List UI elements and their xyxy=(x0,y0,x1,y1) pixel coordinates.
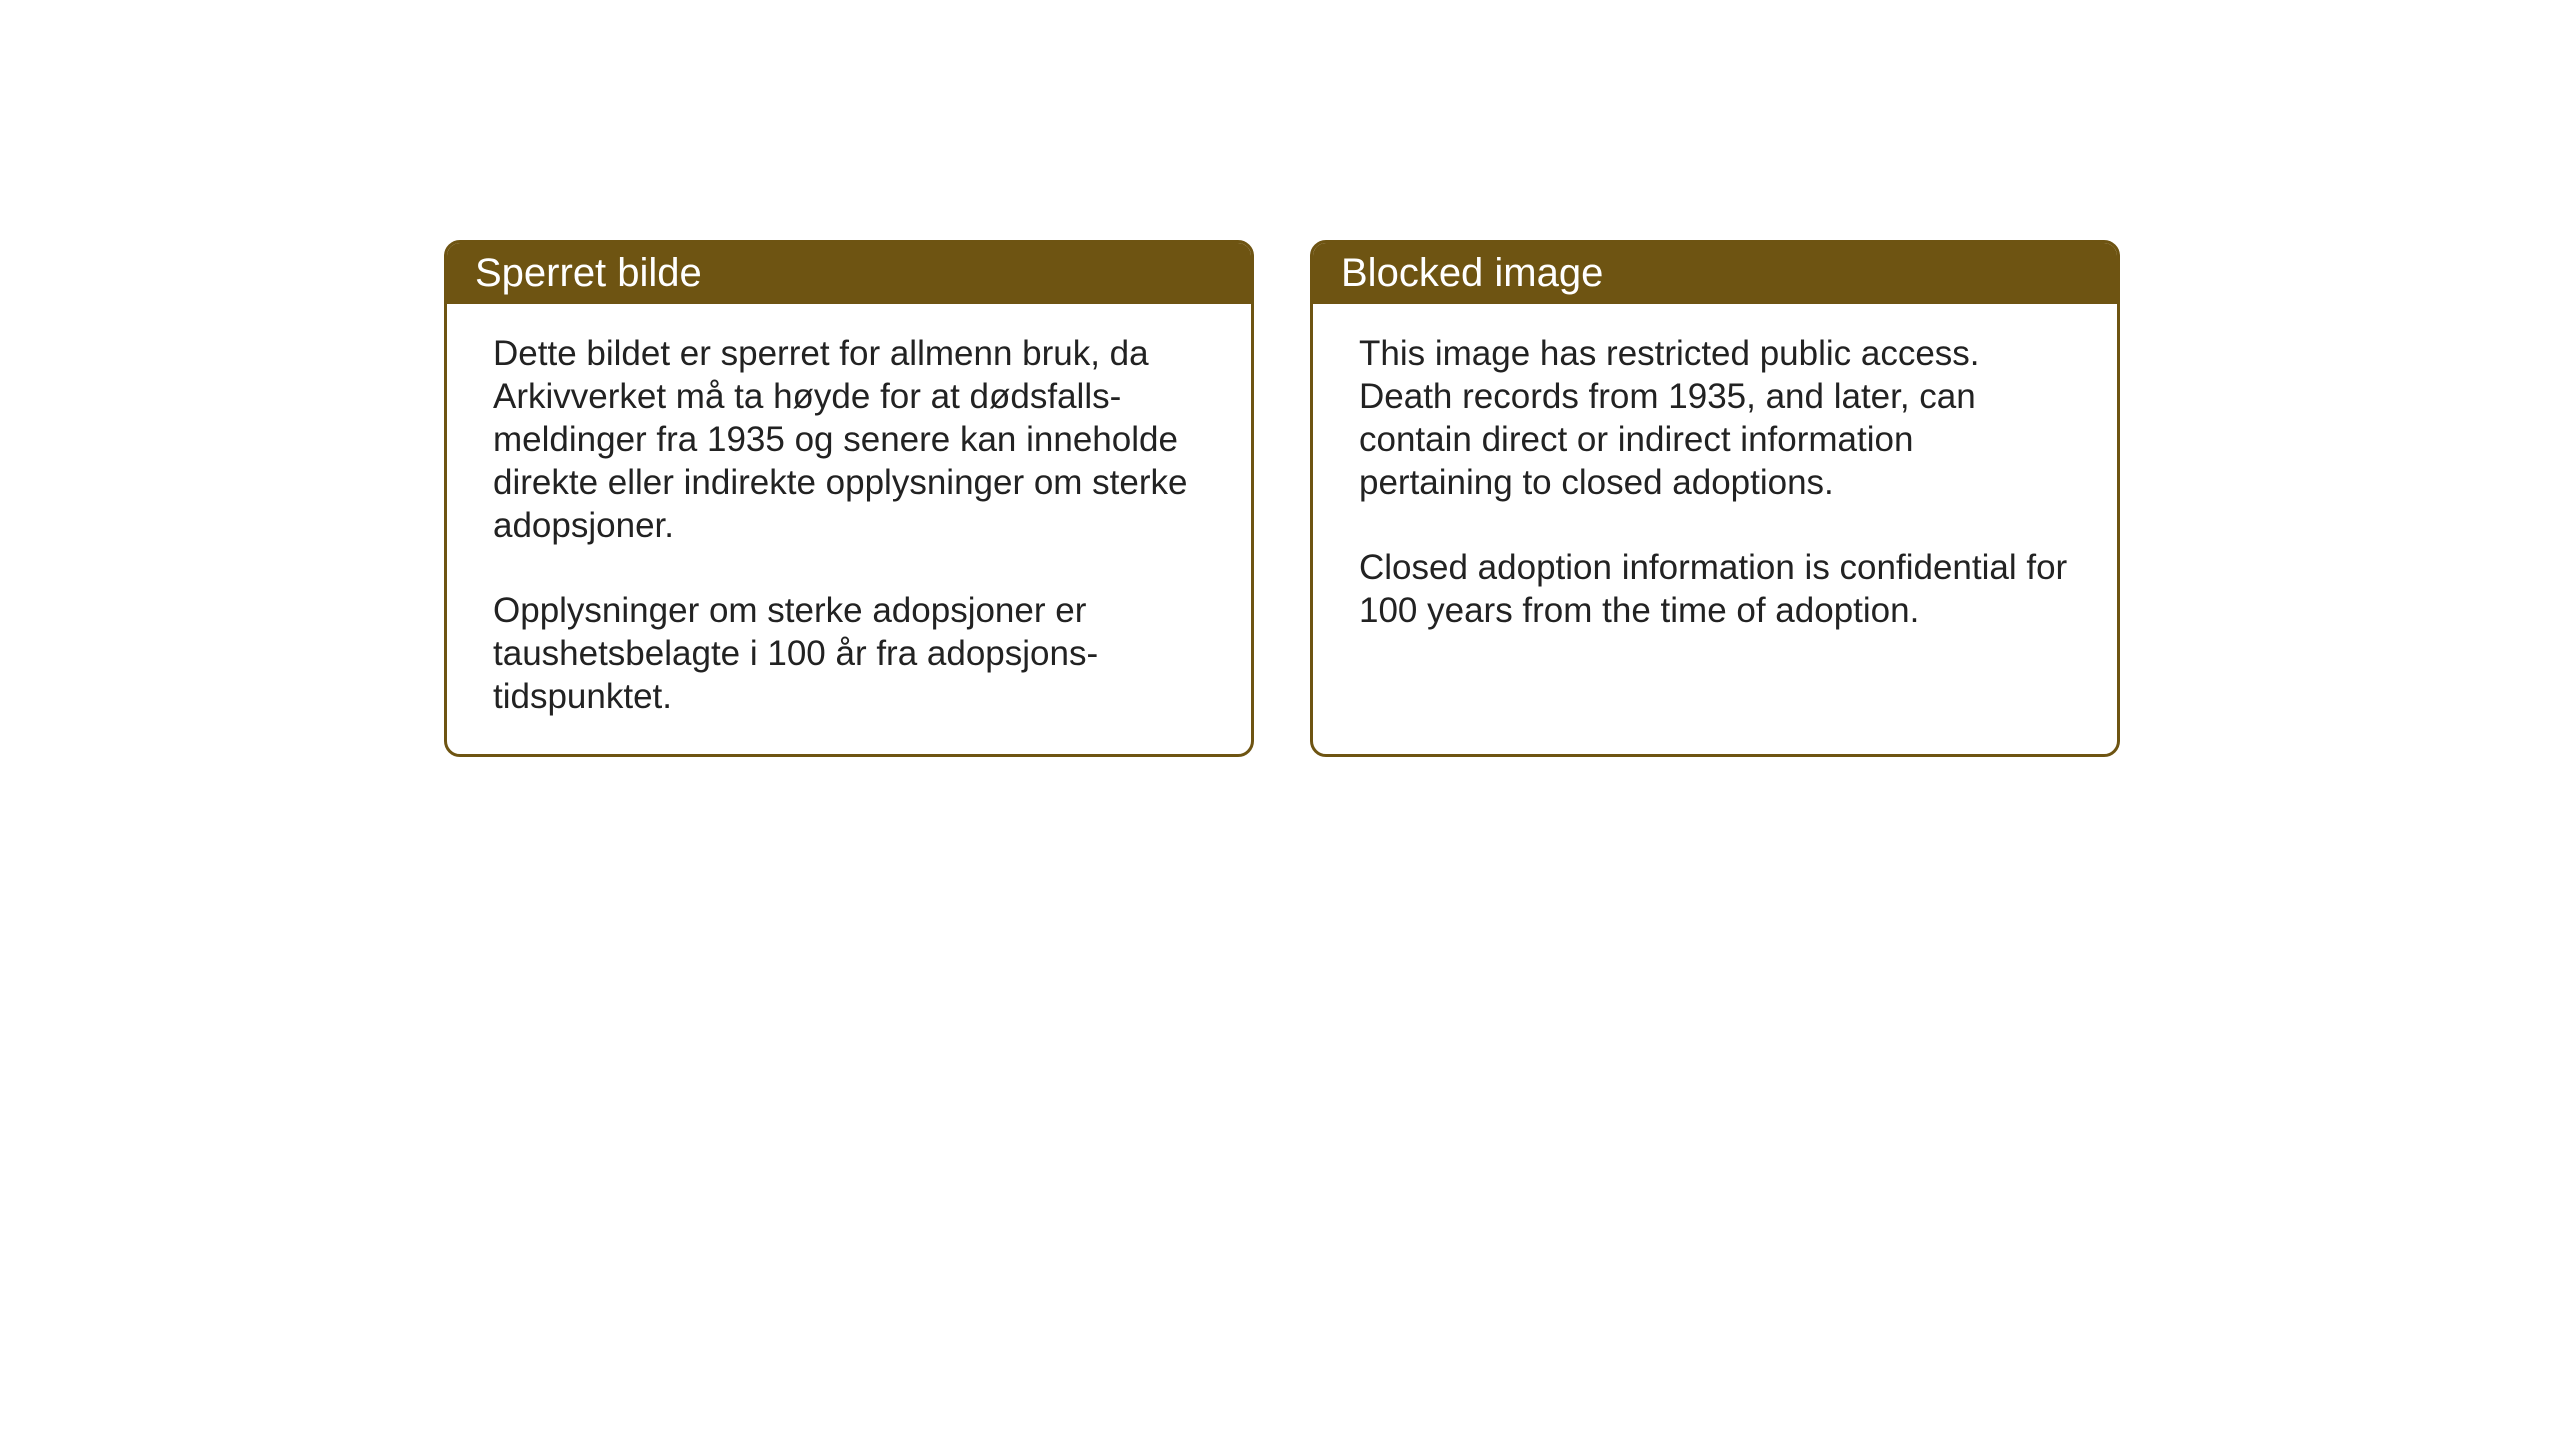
notice-container: Sperret bilde Dette bildet er sperret fo… xyxy=(444,240,2120,757)
notice-paragraph-2-english: Closed adoption information is confident… xyxy=(1359,546,2071,632)
notice-body-norwegian: Dette bildet er sperret for allmenn bruk… xyxy=(447,304,1251,754)
notice-box-english: Blocked image This image has restricted … xyxy=(1310,240,2120,757)
notice-header-english: Blocked image xyxy=(1313,243,2117,304)
notice-paragraph-1-norwegian: Dette bildet er sperret for allmenn bruk… xyxy=(493,332,1205,547)
notice-header-norwegian: Sperret bilde xyxy=(447,243,1251,304)
notice-title-english: Blocked image xyxy=(1341,251,1603,295)
notice-paragraph-1-english: This image has restricted public access.… xyxy=(1359,332,2071,504)
notice-title-norwegian: Sperret bilde xyxy=(475,251,702,295)
notice-box-norwegian: Sperret bilde Dette bildet er sperret fo… xyxy=(444,240,1254,757)
notice-body-english: This image has restricted public access.… xyxy=(1313,304,2117,668)
notice-paragraph-2-norwegian: Opplysninger om sterke adopsjoner er tau… xyxy=(493,589,1205,718)
